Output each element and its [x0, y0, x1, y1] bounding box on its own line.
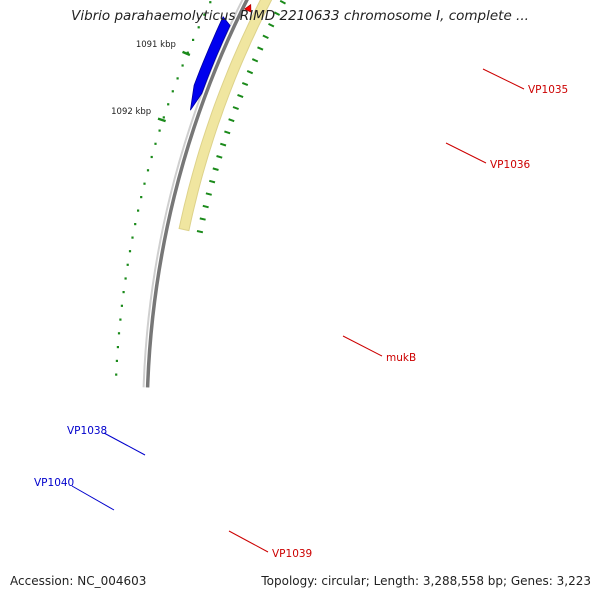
minor-tick	[115, 373, 118, 376]
accession-label: Accession: NC_004603	[10, 574, 147, 588]
inner-tick	[199, 217, 206, 221]
callout-line-mukb	[342, 335, 383, 357]
inner-tick	[268, 22, 275, 28]
minor-tick	[116, 346, 119, 349]
minor-tick	[192, 38, 195, 41]
scale-labels: 1085 kbp1086 kbp1087 kbp1088 kbp1089 kbp…	[111, 40, 191, 123]
inner-tick	[232, 106, 239, 111]
inner-tick	[212, 167, 219, 171]
inner-tick	[224, 130, 231, 135]
minor-tick	[197, 26, 200, 29]
minor-tick	[119, 318, 122, 321]
minor-tick	[143, 182, 146, 185]
inner-tick	[196, 230, 204, 234]
minor-tick	[140, 196, 143, 199]
gene-label-vp1036[interactable]: VP1036	[490, 159, 531, 171]
minor-tick	[167, 103, 170, 106]
inner-tick	[251, 58, 259, 63]
minor-tick	[122, 291, 125, 294]
minor-tick	[120, 304, 123, 307]
major-tick	[157, 117, 166, 123]
minor-tick	[209, 1, 212, 4]
minor-tick	[126, 263, 129, 266]
gene-label-vp1039[interactable]: VP1039	[272, 548, 312, 560]
scale-label: 1091 kbp	[136, 40, 176, 50]
minor-tick	[128, 250, 132, 253]
inner-tick	[228, 118, 235, 123]
cds-band	[178, 0, 273, 232]
inner-tick	[246, 69, 254, 75]
minor-tick	[131, 236, 134, 239]
minor-tick	[176, 77, 179, 80]
minor-tick	[137, 209, 140, 212]
inner-tick	[241, 81, 249, 87]
minor-tick	[117, 332, 121, 335]
inner-tick	[257, 46, 264, 51]
map-title: Vibrio parahaemolyticus RIMD 2210633 chr…	[71, 8, 529, 24]
minor-tick	[115, 359, 118, 362]
inner-tick	[202, 204, 209, 209]
minor-tick	[203, 13, 206, 16]
inner-tick	[205, 192, 212, 196]
gene-features	[190, 3, 252, 111]
callout-line-vp1038	[103, 432, 146, 456]
gene-label-vp1035[interactable]: VP1035	[528, 84, 568, 96]
callout-line-vp1039	[228, 530, 269, 553]
gene-label-mukb[interactable]: mukB	[386, 352, 416, 364]
major-tick	[182, 50, 191, 57]
gene-feature-vp1039[interactable]	[243, 3, 252, 13]
scale-label: 1092 kbp	[111, 107, 151, 117]
minor-tick	[162, 116, 165, 119]
tick-marks	[115, 0, 286, 376]
cds-band-shape	[178, 0, 273, 232]
inner-tick	[219, 142, 227, 147]
inner-tick	[209, 179, 216, 184]
topology-summary: Topology: circular; Length: 3,288,558 bp…	[261, 574, 591, 588]
inner-tick	[273, 11, 281, 16]
minor-tick	[146, 169, 150, 172]
callout-line-vp1040	[71, 485, 115, 511]
inner-tick	[237, 93, 244, 99]
minor-tick	[124, 277, 127, 280]
backbone-outer-line	[145, 0, 249, 388]
inner-tick	[262, 34, 269, 40]
minor-tick	[154, 142, 157, 145]
inner-tick	[279, 0, 286, 5]
minor-tick	[158, 129, 161, 132]
callout-line-vp1035	[482, 68, 525, 90]
inner-tick	[216, 155, 223, 159]
minor-tick	[186, 51, 189, 54]
minor-tick	[134, 223, 137, 226]
gene-label-vp1038[interactable]: VP1038	[67, 425, 107, 437]
callout-line-vp1036	[445, 142, 487, 164]
minor-tick	[171, 90, 174, 93]
gene-callouts: VP1035 VP1036 mukB VP1038 VP1040 VP1039	[34, 68, 568, 560]
minor-tick	[150, 155, 153, 159]
backbone-arc	[142, 0, 249, 388]
backbone-inner-line	[142, 0, 244, 388]
gene-label-vp1040[interactable]: VP1040	[34, 477, 74, 489]
minor-tick	[181, 64, 184, 67]
gene-feature-vp1040[interactable]	[190, 16, 231, 111]
